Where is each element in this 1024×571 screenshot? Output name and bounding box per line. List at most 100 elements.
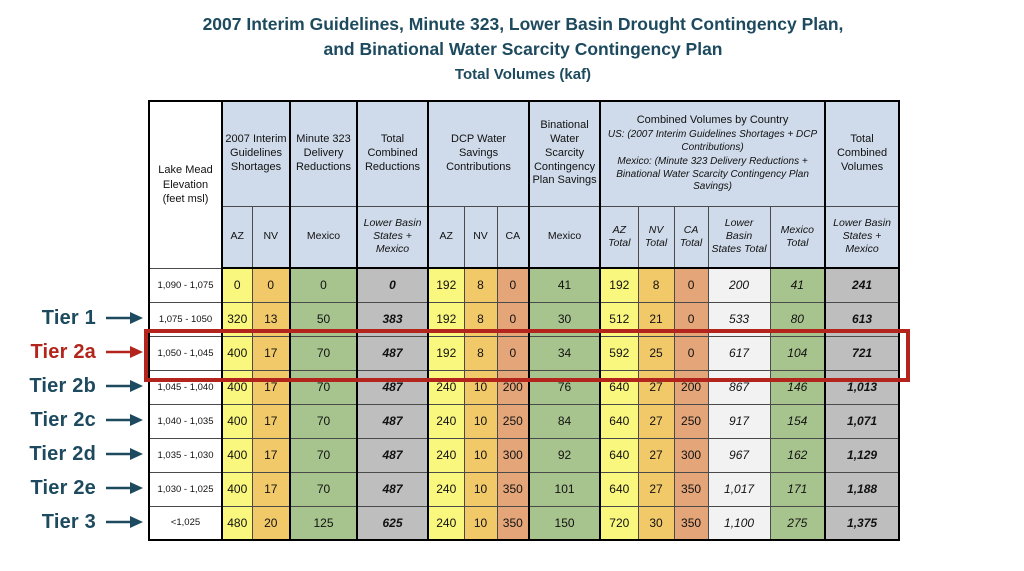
value-cell: 200: [707, 267, 771, 303]
subcolumn-header: Lower Basin States Total: [707, 205, 771, 269]
column-group-header: DCP Water Savings Contributions: [427, 100, 530, 207]
value-cell: 0: [496, 301, 530, 337]
title-line-2: and Binational Water Scarcity Contingenc…: [323, 39, 723, 60]
value-cell: 10: [463, 403, 498, 439]
value-cell: 21: [637, 301, 675, 337]
value-cell: 0: [496, 267, 530, 303]
arrow-right-icon: [106, 482, 143, 494]
tier-row-tier-2d: Tier 2d: [0, 437, 146, 471]
value-cell: 0: [673, 335, 709, 371]
value-cell: 8: [463, 335, 498, 371]
value-cell: 27: [637, 437, 675, 473]
value-cell: 613: [824, 301, 900, 337]
value-cell: 400: [221, 369, 253, 405]
value-cell: 275: [769, 505, 826, 541]
value-cell: 20: [251, 505, 291, 541]
subcolumn-header: Mexico: [289, 205, 358, 269]
value-cell: 192: [427, 267, 465, 303]
elevation-cell: 1,040 - 1,035: [148, 403, 223, 439]
subcolumn-header: Lower Basin States + Mexico: [356, 205, 429, 269]
title-line-1: 2007 Interim Guidelines, Minute 323, Low…: [202, 14, 844, 34]
value-cell: 70: [289, 403, 358, 439]
tier-row-tier-2b: Tier 2b: [0, 369, 146, 403]
value-cell: 533: [707, 301, 771, 337]
table-row: 1,030 - 1,025 400 17 70 487 240 10 350 101 640 27 3…: [148, 471, 900, 507]
elevation-cell: 1,030 - 1,025: [148, 471, 223, 507]
value-cell: 487: [356, 369, 429, 405]
value-cell: 0: [221, 267, 253, 303]
value-cell: 10: [463, 437, 498, 473]
value-cell: 30: [528, 301, 601, 337]
value-cell: 400: [221, 335, 253, 371]
value-cell: 125: [289, 505, 358, 541]
tier-label: Tier 3: [41, 510, 96, 533]
value-cell: 154: [769, 403, 826, 439]
value-cell: 640: [599, 403, 639, 439]
value-cell: 1,100: [707, 505, 771, 541]
value-cell: 480: [221, 505, 253, 541]
value-cell: 200: [496, 369, 530, 405]
value-cell: 967: [707, 437, 771, 473]
value-cell: 192: [427, 301, 465, 337]
subcolumn-header: AZ: [221, 205, 253, 269]
elevation-cell: <1,025: [148, 505, 223, 541]
table-row: <1,025 480 20 125 625 240 10 350 150 720 30 350 1,10…: [148, 505, 900, 541]
tier-label: Tier 1: [41, 306, 96, 329]
value-cell: 0: [251, 267, 291, 303]
value-cell: 8: [463, 301, 498, 337]
table-row: 1,075 - 1050 320 13 50 383 192 8 0 30 512 21 0 533 80…: [148, 301, 900, 337]
value-cell: 0: [356, 267, 429, 303]
value-cell: 592: [599, 335, 639, 371]
value-cell: 240: [427, 505, 465, 541]
value-cell: 17: [251, 403, 291, 439]
value-cell: 1,375: [824, 505, 900, 541]
value-cell: 400: [221, 403, 253, 439]
tier-label: Tier 2d: [29, 442, 96, 465]
value-cell: 240: [427, 437, 465, 473]
subcolumn-header: AZ Total: [599, 205, 639, 269]
value-cell: 617: [707, 335, 771, 371]
value-cell: 383: [356, 301, 429, 337]
column-group-header: 2007 Interim Guidelines Shortages: [220, 100, 291, 207]
value-cell: 0: [496, 335, 530, 371]
value-cell: 721: [824, 335, 900, 371]
value-cell: 17: [251, 335, 291, 371]
slide-subtitle: Total Volumes (kaf): [454, 65, 592, 83]
value-cell: 76: [528, 369, 601, 405]
tier-label: Tier 2c: [30, 408, 96, 431]
value-cell: 640: [599, 437, 639, 473]
value-cell: 917: [707, 403, 771, 439]
value-cell: 10: [463, 505, 498, 541]
value-cell: 8: [637, 267, 675, 303]
value-cell: 104: [769, 335, 826, 371]
value-cell: 350: [673, 471, 709, 507]
value-cell: 640: [599, 369, 639, 405]
table-row: 1,040 - 1,035 400 17 70 487 240 10 250 84 640 27 25…: [148, 403, 900, 439]
subcolumn-header: NV: [463, 205, 498, 269]
value-cell: 487: [356, 471, 429, 507]
arrow-right-icon: [106, 516, 143, 528]
subcolumn-header: Mexico Total: [769, 205, 826, 269]
subcolumn-header: NV Total: [637, 205, 675, 269]
value-cell: 192: [427, 335, 465, 371]
value-cell: 70: [289, 369, 358, 405]
arrow-right-icon: [106, 346, 143, 358]
tier-row-tier-3: Tier 3: [0, 505, 146, 539]
value-cell: 320: [221, 301, 253, 337]
value-cell: 92: [528, 437, 601, 473]
value-cell: 867: [707, 369, 771, 405]
subcolumn-header: CA: [496, 205, 530, 269]
value-cell: 240: [427, 471, 465, 507]
value-cell: 80: [769, 301, 826, 337]
value-cell: 240: [427, 369, 465, 405]
value-cell: 0: [673, 267, 709, 303]
value-cell: 1,071: [824, 403, 900, 439]
value-cell: 50: [289, 301, 358, 337]
value-cell: 41: [528, 267, 601, 303]
value-cell: 84: [528, 403, 601, 439]
value-cell: 487: [356, 403, 429, 439]
value-cell: 101: [528, 471, 601, 507]
arrow-right-icon: [106, 380, 143, 392]
subcolumn-header: Lower Basin States + Mexico: [824, 205, 900, 269]
value-cell: 41: [769, 267, 826, 303]
